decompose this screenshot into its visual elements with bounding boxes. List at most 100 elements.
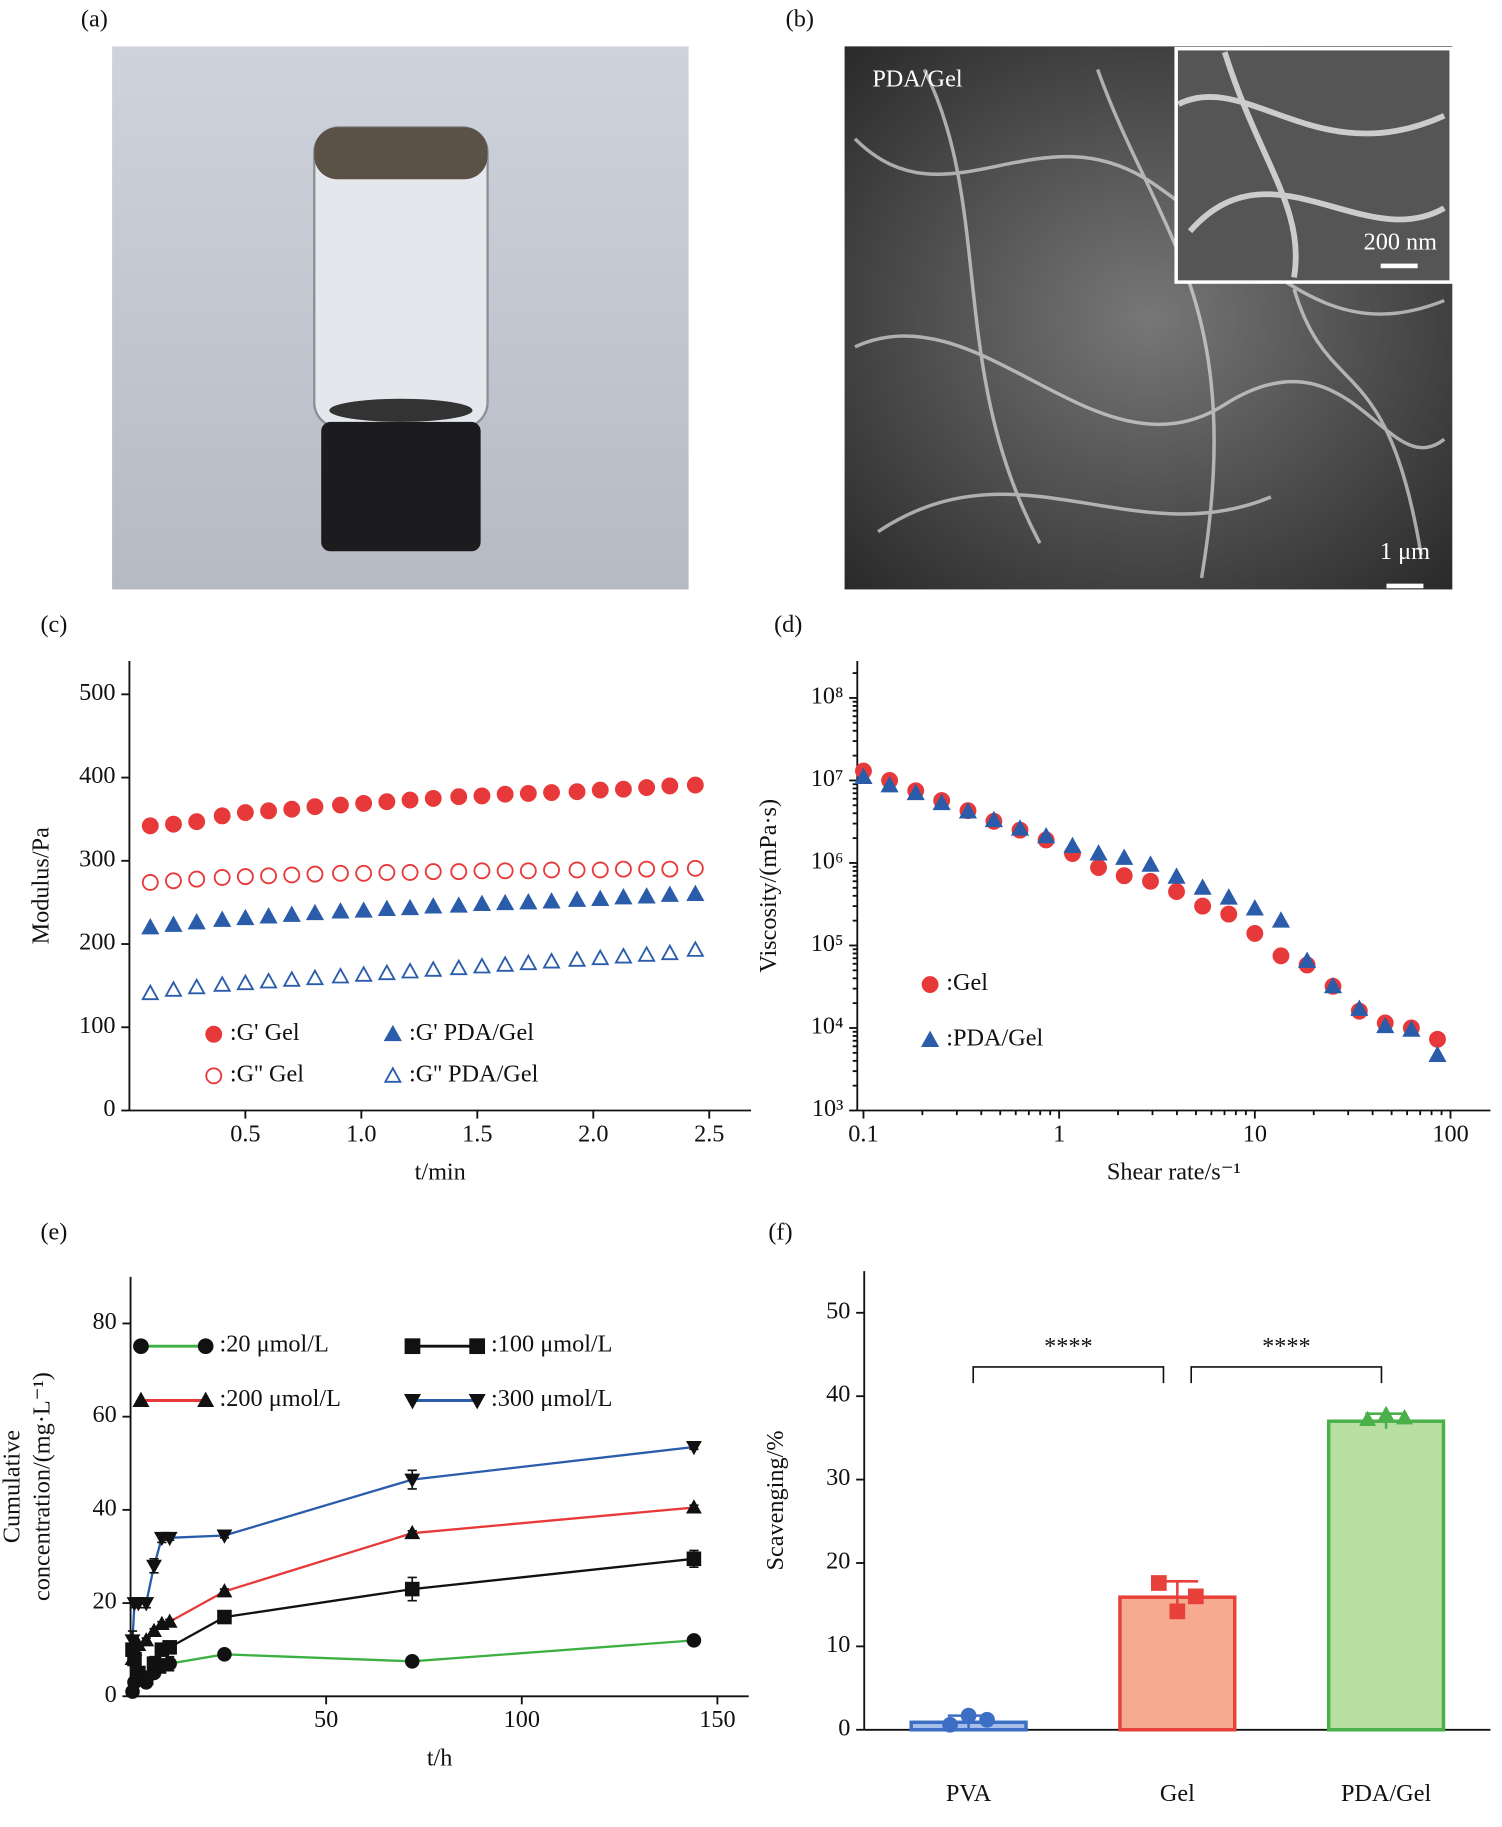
marker: [188, 813, 206, 831]
legend-marker: [403, 1394, 421, 1410]
legend-label: :20 μmol/L: [220, 1331, 329, 1358]
x-tick-label: 0.5: [230, 1120, 260, 1147]
marker: [1377, 1405, 1395, 1422]
legend-marker: [921, 1030, 940, 1047]
marker: [1359, 1410, 1377, 1427]
marker: [165, 872, 182, 890]
marker: [305, 968, 325, 986]
marker: [213, 869, 231, 886]
marker: [1089, 844, 1108, 861]
legend-marker: [469, 1338, 486, 1355]
marker: [404, 1524, 421, 1540]
marker: [472, 894, 492, 912]
marker: [638, 860, 656, 878]
marker: [305, 903, 325, 921]
significance-label: ****: [1044, 1333, 1093, 1360]
legend-label: :200 μmol/L: [220, 1385, 341, 1412]
marker: [450, 863, 468, 881]
marker: [236, 973, 255, 991]
marker: [591, 861, 609, 879]
marker: [1142, 872, 1159, 890]
marker: [473, 862, 491, 880]
marker: [162, 1640, 177, 1655]
marker: [568, 861, 586, 879]
marker: [259, 972, 278, 989]
marker: [960, 1707, 977, 1724]
y-tick-label: 10⁶: [811, 848, 844, 875]
marker: [217, 1609, 232, 1625]
y-tick-label: 0: [105, 1681, 117, 1708]
x-tick-label: 1.5: [462, 1120, 492, 1147]
marker: [1428, 1045, 1447, 1062]
y-tick-label: 50: [826, 1297, 850, 1324]
marker: [1063, 836, 1082, 854]
marker: [614, 780, 632, 798]
marker: [354, 965, 373, 982]
marker: [1167, 867, 1186, 884]
marker: [236, 804, 254, 821]
marker: [685, 1440, 702, 1456]
marker: [404, 1581, 420, 1597]
marker: [306, 798, 324, 816]
marker: [331, 902, 350, 919]
marker: [138, 1670, 154, 1685]
marker: [1396, 1409, 1414, 1425]
marker: [614, 888, 633, 905]
marker: [213, 910, 232, 927]
marker: [165, 815, 182, 833]
marker: [424, 960, 443, 977]
marker: [331, 967, 350, 984]
marker: [591, 889, 610, 907]
y-tick-label: 60: [92, 1401, 116, 1428]
marker: [1429, 1030, 1446, 1048]
marker: [1169, 1603, 1186, 1620]
marker: [146, 1622, 162, 1638]
legend-label: :100 μmol/L: [491, 1331, 612, 1358]
legend-marker: [205, 1025, 223, 1043]
bar: [1326, 1419, 1446, 1732]
marker: [686, 940, 705, 957]
legend-label: :G'' Gel: [230, 1060, 304, 1087]
legend-label: :Gel: [946, 969, 988, 996]
marker: [424, 897, 443, 914]
marker: [661, 860, 679, 878]
y-tick-label: 10: [826, 1631, 850, 1658]
legend-marker: [404, 1338, 421, 1355]
marker: [162, 1656, 177, 1671]
marker: [124, 1634, 141, 1649]
y-tick-label: 20: [826, 1548, 850, 1575]
marker: [543, 784, 560, 801]
x-tick-label: 2.0: [578, 1120, 608, 1147]
marker: [404, 1654, 420, 1669]
scale-bar-label: 1 μm: [1380, 538, 1430, 565]
marker: [880, 776, 899, 793]
y-axis-label: Modulus/Pa: [27, 827, 54, 944]
marker: [213, 975, 232, 992]
marker: [1193, 878, 1212, 895]
y-tick-label: 40: [92, 1494, 116, 1521]
marker: [496, 893, 515, 911]
marker: [1037, 826, 1056, 844]
marker: [164, 915, 183, 932]
marker: [1246, 924, 1264, 942]
marker: [685, 1499, 702, 1514]
marker: [282, 970, 301, 987]
marker: [686, 776, 704, 794]
marker: [188, 870, 206, 888]
marker: [979, 1711, 995, 1728]
marker: [217, 1647, 232, 1662]
x-tick-label: 100: [504, 1706, 540, 1733]
marker: [216, 1583, 233, 1598]
marker: [591, 781, 609, 799]
marker: [942, 1716, 958, 1733]
marker: [260, 802, 278, 820]
marker: [1323, 976, 1343, 994]
y-tick-label: 400: [79, 762, 115, 789]
legend-label: :PDA/Gel: [946, 1025, 1043, 1052]
panel-label: (a): [81, 6, 108, 33]
marker: [519, 784, 537, 802]
scale-bar-label: 200 nm: [1364, 229, 1438, 256]
marker: [282, 905, 301, 922]
marker: [213, 807, 231, 825]
marker: [236, 868, 254, 886]
